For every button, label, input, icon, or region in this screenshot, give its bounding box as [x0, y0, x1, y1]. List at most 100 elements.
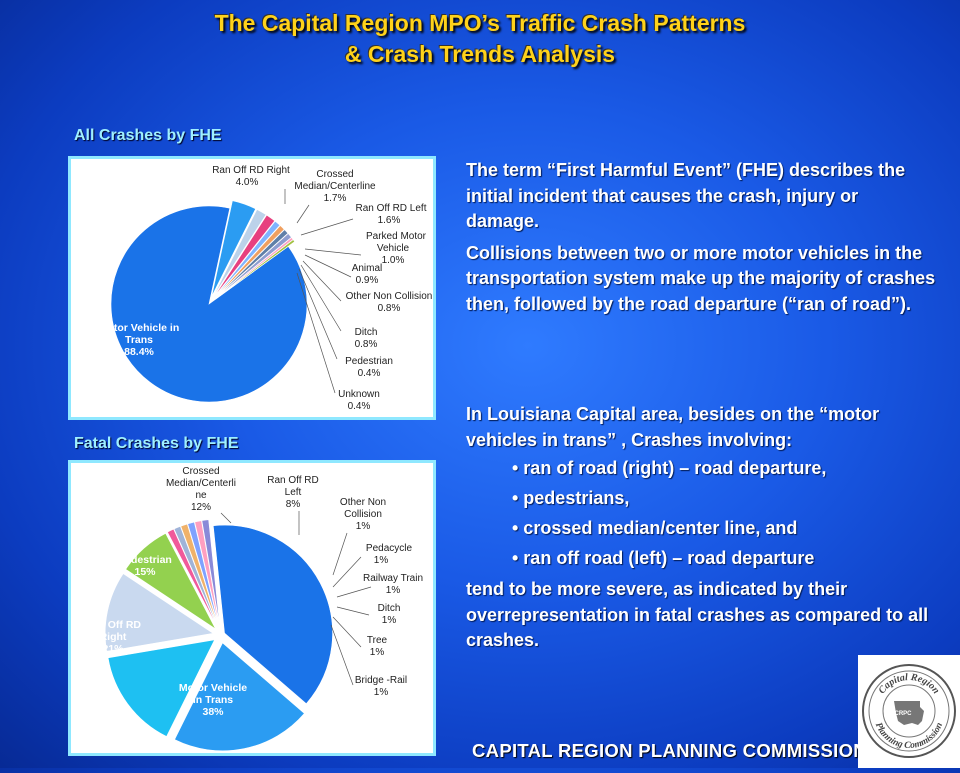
- louisiana-text: In Louisiana Capital area, besides on th…: [466, 402, 936, 654]
- leader-line: [332, 616, 362, 648]
- label-pedestrian: Pedestrian: [345, 356, 393, 367]
- all-slice-ditch: [214, 233, 292, 300]
- leader-line: [304, 248, 362, 256]
- leader-line: [220, 512, 232, 524]
- label-f-crossed-line3: ne: [195, 490, 207, 501]
- label-motor-vehicle-value: 88.4%: [124, 346, 154, 358]
- leader-line: [302, 260, 342, 302]
- paragraph-collisions: Collisions between two or more motor veh…: [466, 242, 936, 314]
- severity-bullet-list: • ran of road (right) – road departure, …: [466, 453, 936, 573]
- label-animal-value: 0.9%: [356, 275, 379, 286]
- all-slice-other-non-collision: [214, 229, 289, 299]
- label-f-pedestrian: Pedestrian: [118, 554, 172, 566]
- fatal-slice-crossed-median-centerline: [104, 573, 214, 652]
- leader-line: [330, 624, 354, 686]
- label-f-ror-right: Ran Off RD: [85, 619, 141, 631]
- label-crossed: Crossed: [316, 169, 353, 180]
- all-slice-motor-vehicle-in-trans: [110, 205, 308, 403]
- crpc-seal-icon: Capital Region Planning Commission CRPC: [862, 664, 956, 758]
- fhe-definition-text: The term “First Harmful Event” (FHE) des…: [466, 158, 936, 317]
- label-f-railway: Railway Train: [363, 573, 423, 584]
- title-line-1: The Capital Region MPO’s Traffic Crash P…: [214, 10, 746, 36]
- label-f-crossed: Crossed: [182, 466, 219, 477]
- bullet-item: • pedestrians,: [512, 488, 630, 508]
- all-crashes-chart-panel: Motor Vehicle in Trans 88.4% Ran Off RD …: [68, 156, 436, 420]
- fatal-slice-ran-off-rd-right: [174, 642, 305, 752]
- label-pedestrian-value: 0.4%: [358, 368, 381, 379]
- label-unknown-value: 0.4%: [348, 401, 371, 412]
- label-parked-line2: Vehicle: [377, 243, 410, 254]
- label-f-other-line2: Collision: [344, 509, 382, 520]
- label-f-ditch: Ditch: [378, 603, 401, 614]
- label-f-crossed-line2: Median/Centerli: [166, 478, 236, 489]
- all-slice-crossed-median-centerline: [212, 209, 267, 298]
- label-f-ditch-value: 1%: [382, 615, 397, 626]
- leader-line: [298, 268, 338, 360]
- label-animal: Animal: [352, 263, 383, 274]
- paragraph-conclusion: tend to be more severe, as indicated by …: [466, 579, 929, 650]
- all-slice-ran-off-rd-left: [213, 214, 276, 298]
- leader-line: [304, 254, 352, 278]
- crpc-logo: Capital Region Planning Commission CRPC: [858, 655, 960, 768]
- label-f-mv-line1: Motor Vehicle: [179, 682, 247, 694]
- paragraph-fhe-definition: The term “First Harmful Event” (FHE) des…: [466, 160, 906, 231]
- label-ror-right-value: 4.0%: [236, 177, 259, 188]
- label-f-ror-left-value: 8%: [286, 499, 301, 510]
- label-f-ror-left-line2: Left: [285, 487, 302, 498]
- leader-line: [332, 532, 348, 576]
- label-other-value: 0.8%: [378, 303, 401, 314]
- label-ror-left-value: 1.6%: [378, 215, 401, 226]
- label-f-railway-value: 1%: [386, 585, 401, 596]
- label-other: Other Non Collision: [346, 291, 433, 302]
- label-f-ror-right-value: 21%: [102, 643, 124, 655]
- title-line-2: & Crash Trends Analysis: [344, 41, 616, 67]
- fatal-slice-bridge-rail: [201, 519, 221, 628]
- fatal-slice-pedestrian: [107, 639, 216, 737]
- label-ror-right: Ran Off RD Right: [212, 165, 290, 176]
- fatal-crashes-chart-panel: Motor Vehicle in Trans 38% Ran Off RD Ri…: [68, 460, 436, 756]
- all-slice-parked-motor-vehicle: [213, 220, 281, 299]
- fatal-slice-railway-train: [180, 523, 219, 628]
- leader-line: [332, 556, 362, 588]
- bullet-item: • crossed median/center line, and: [512, 518, 798, 538]
- leader-line: [296, 272, 336, 394]
- label-f-bridge-value: 1%: [374, 687, 389, 698]
- all-crashes-title: All Crashes by FHE: [74, 127, 222, 144]
- label-f-mv-value: 38%: [202, 706, 224, 718]
- footer-org-name: CAPITAL REGION PLANNING COMMISSION: [472, 740, 867, 761]
- label-f-ror-left: Ran Off RD: [267, 475, 319, 486]
- leader-line: [300, 264, 342, 332]
- logo-initials: CRPC: [894, 711, 912, 717]
- fatal-slice-tree: [194, 520, 220, 628]
- leader-line: [300, 218, 354, 236]
- label-f-tree-value: 1%: [370, 647, 385, 658]
- fatal-slice-other-non-collision: [167, 528, 218, 628]
- fatal-slice-pedacycle: [173, 525, 219, 628]
- label-f-tree: Tree: [367, 635, 388, 646]
- label-f-other-value: 1%: [356, 521, 371, 532]
- label-crossed-line2: Median/Centerline: [294, 181, 376, 192]
- fatal-slice-ditch: [187, 521, 220, 628]
- label-f-bridge: Bridge -Rail: [355, 675, 407, 686]
- label-f-mv-line2: in Trans: [193, 694, 233, 706]
- page-title: The Capital Region MPO’s Traffic Crash P…: [0, 8, 960, 70]
- label-ror-left: Ran Off RD Left: [356, 203, 427, 214]
- all-slice-ran-off-rd-right: [211, 200, 257, 297]
- leader-line: [336, 606, 370, 616]
- label-f-crossed-value: 12%: [191, 502, 211, 513]
- label-ditch: Ditch: [355, 327, 378, 338]
- label-f-pedacycle-value: 1%: [374, 555, 389, 566]
- paragraph-louisiana: In Louisiana Capital area, besides on th…: [466, 404, 880, 450]
- all-slice-animal: [214, 225, 285, 299]
- label-f-pedacycle: Pedacycle: [366, 543, 413, 554]
- label-f-other: Other Non: [340, 497, 386, 508]
- label-parked-value: 1.0%: [382, 255, 405, 266]
- fatal-crashes-pie-chart: Motor Vehicle in Trans 38% Ran Off RD Ri…: [85, 466, 423, 752]
- leader-line: [336, 586, 372, 598]
- fatal-crashes-title: Fatal Crashes by FHE: [74, 435, 239, 452]
- label-ditch-value: 0.8%: [355, 339, 378, 350]
- all-crashes-pie-chart: Motor Vehicle in Trans 88.4% Ran Off RD …: [99, 165, 433, 412]
- bullet-item: • ran off road (left) – road departure: [512, 548, 815, 568]
- fatal-slice-motor-vehicle-in-trans: [212, 524, 333, 705]
- label-parked: Parked Motor: [366, 231, 427, 242]
